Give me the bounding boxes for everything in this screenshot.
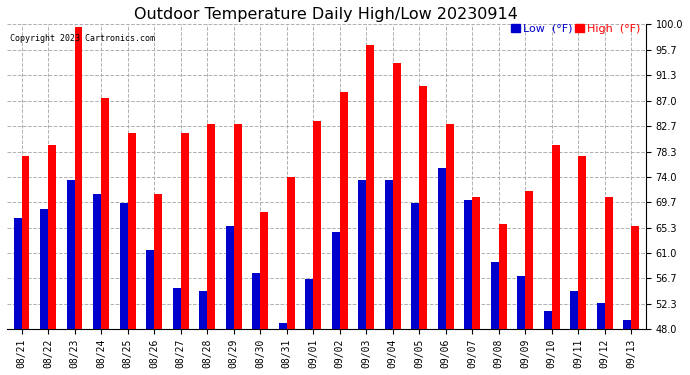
Bar <box>358 180 366 329</box>
Bar <box>332 232 339 329</box>
Bar <box>172 288 181 329</box>
Bar <box>491 262 499 329</box>
Bar <box>146 250 154 329</box>
Bar <box>604 197 613 329</box>
Bar <box>446 124 453 329</box>
Bar <box>119 203 128 329</box>
Bar <box>67 180 75 329</box>
Bar <box>305 279 313 329</box>
Bar <box>525 191 533 329</box>
Bar <box>339 92 348 329</box>
Bar <box>631 226 639 329</box>
Bar <box>154 194 162 329</box>
Bar <box>578 156 586 329</box>
Bar <box>75 27 83 329</box>
Title: Outdoor Temperature Daily High/Low 20230914: Outdoor Temperature Daily High/Low 20230… <box>135 7 518 22</box>
Bar <box>419 86 427 329</box>
Bar <box>128 133 135 329</box>
Bar <box>623 320 631 329</box>
Bar <box>411 203 419 329</box>
Bar <box>518 276 525 329</box>
Bar <box>385 180 393 329</box>
Bar <box>199 291 207 329</box>
Bar <box>472 197 480 329</box>
Bar <box>207 124 215 329</box>
Bar <box>544 311 552 329</box>
Bar <box>21 156 30 329</box>
Bar <box>226 226 234 329</box>
Bar <box>181 133 188 329</box>
Text: Copyright 2023 Cartronics.com: Copyright 2023 Cartronics.com <box>10 34 155 43</box>
Bar <box>393 63 401 329</box>
Bar <box>499 224 506 329</box>
Bar <box>437 168 446 329</box>
Bar <box>597 303 604 329</box>
Bar <box>279 323 286 329</box>
Legend: Low  (°F), High  (°F): Low (°F), High (°F) <box>511 24 640 34</box>
Bar <box>366 45 374 329</box>
Bar <box>260 212 268 329</box>
Bar <box>464 200 472 329</box>
Bar <box>14 218 21 329</box>
Bar <box>101 98 109 329</box>
Bar <box>93 194 101 329</box>
Bar <box>313 121 321 329</box>
Bar <box>552 144 560 329</box>
Bar <box>252 273 260 329</box>
Bar <box>570 291 578 329</box>
Bar <box>48 144 56 329</box>
Bar <box>40 209 48 329</box>
Bar <box>234 124 242 329</box>
Bar <box>286 177 295 329</box>
